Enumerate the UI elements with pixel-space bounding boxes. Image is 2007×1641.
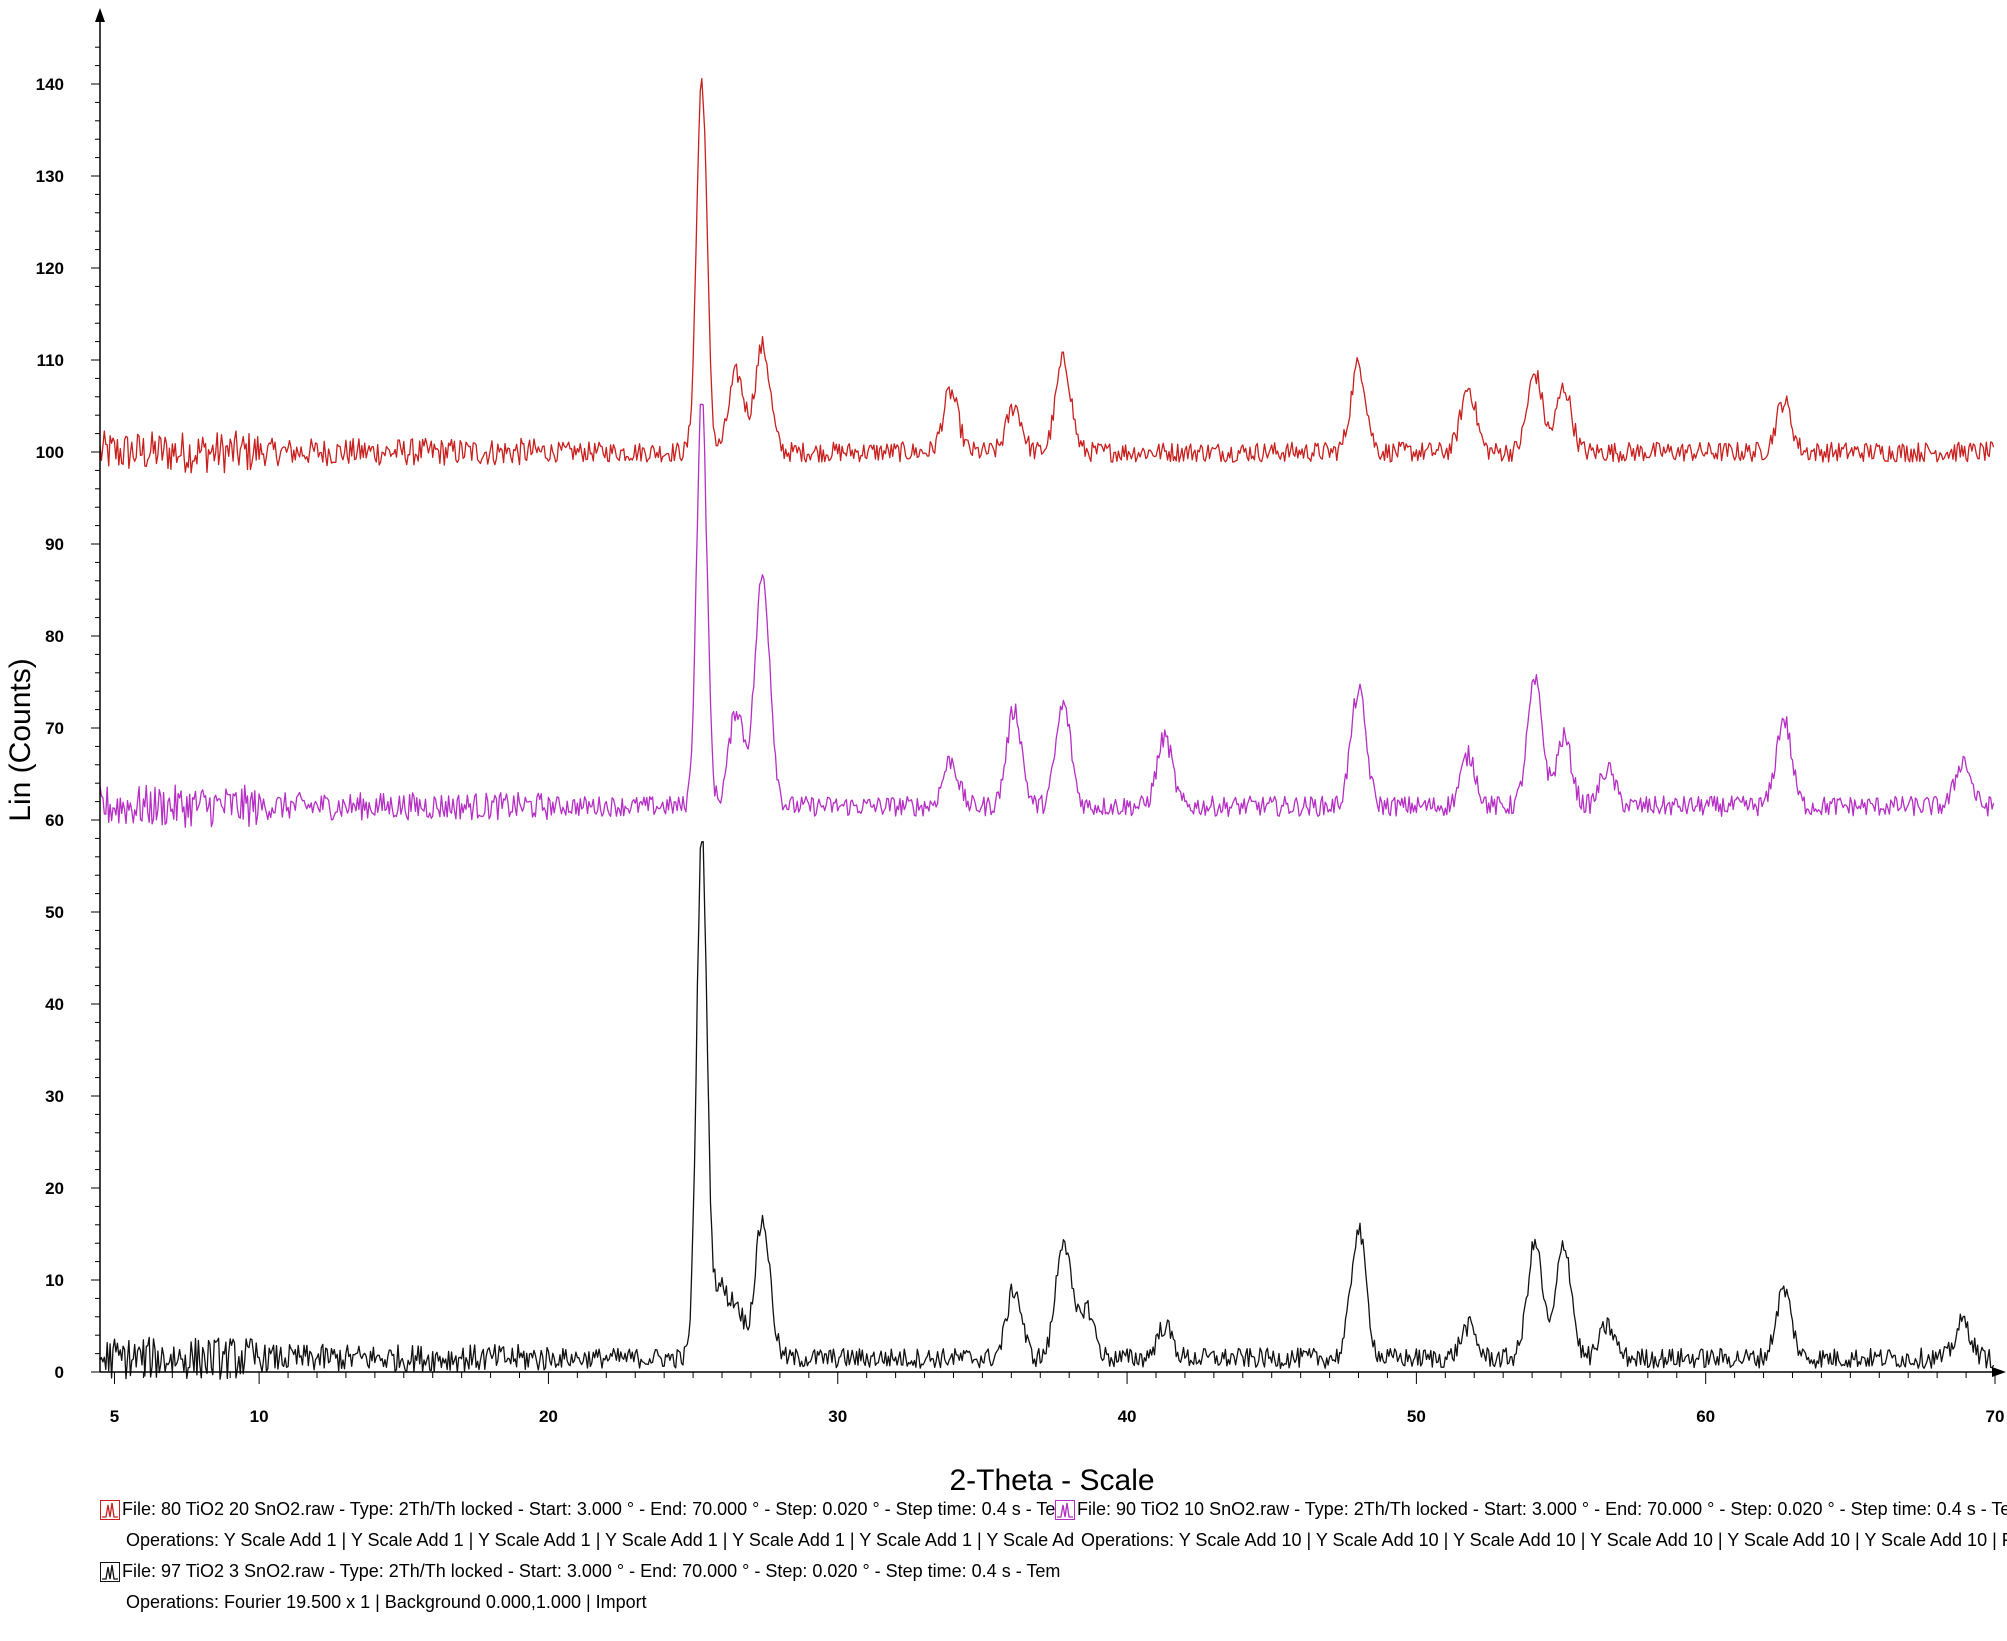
legend-magenta-line2: Operations: Y Scale Add 10 | Y Scale Add… xyxy=(1081,1530,2007,1550)
series-layer xyxy=(99,78,1995,1380)
x-tick-label: 5 xyxy=(110,1407,119,1426)
y-tick-label: 140 xyxy=(36,75,64,94)
legend-left: File: 80 TiO2 20 SnO2.raw - Type: 2Th/Th… xyxy=(100,1494,1074,1618)
y-tick-label: 130 xyxy=(36,167,64,186)
black-peak-icon xyxy=(100,1561,120,1582)
red-peak-icon xyxy=(100,1499,120,1520)
x-axis-arrow xyxy=(1992,1367,2006,1377)
legend-magenta-line1: File: 90 TiO2 10 SnO2.raw - Type: 2Th/Th… xyxy=(1077,1499,2007,1519)
legend-red-line2: Operations: Y Scale Add 1 | Y Scale Add … xyxy=(126,1530,1075,1550)
series-line-2 xyxy=(99,403,1995,828)
legend-red-operations: Operations: Y Scale Add 1 | Y Scale Add … xyxy=(100,1525,1074,1556)
y-tick-label: 60 xyxy=(45,811,64,830)
x-tick-label: 40 xyxy=(1118,1407,1137,1426)
legend-red-line1: File: 80 TiO2 20 SnO2.raw - Type: 2Th/Th… xyxy=(122,1499,1056,1519)
legend-magenta-operations: Operations: Y Scale Add 10 | Y Scale Add… xyxy=(1055,1525,2007,1556)
legend-entry-magenta: File: 90 TiO2 10 SnO2.raw - Type: 2Th/Th… xyxy=(1055,1494,2007,1525)
x-tick-label: 60 xyxy=(1696,1407,1715,1426)
y-tick-label: 100 xyxy=(36,443,64,462)
y-tick-label: 50 xyxy=(45,903,64,922)
y-tick-label: 110 xyxy=(37,351,64,370)
y-tick-label: 80 xyxy=(45,627,64,646)
series-line-1 xyxy=(99,78,1995,474)
y-tick-label: 120 xyxy=(36,259,64,278)
y-tick-label: 90 xyxy=(45,535,64,554)
y-axis-title: Lin (Counts) xyxy=(4,658,37,821)
x-axis-title: 2-Theta - Scale xyxy=(949,1464,1154,1497)
x-tick-label: 50 xyxy=(1407,1407,1426,1426)
legend-black-operations: Operations: Fourier 19.500 x 1 | Backgro… xyxy=(100,1587,1074,1618)
axes-layer: 0 10 20 30 40 50 60 70 80 90 100 110 120 130 140 5 10 20 3… xyxy=(36,8,2006,1426)
y-tick-label: 10 xyxy=(45,1271,64,1290)
y-axis-arrow xyxy=(95,8,105,22)
y-tick-label: 40 xyxy=(45,995,64,1014)
x-tick-label: 70 xyxy=(1986,1407,2005,1426)
legend-black-line1: File: 97 TiO2 3 SnO2.raw - Type: 2Th/Th … xyxy=(122,1561,1061,1581)
x-tick-label: 20 xyxy=(539,1407,558,1426)
x-tick-label: 30 xyxy=(828,1407,847,1426)
legend-entry-red: File: 80 TiO2 20 SnO2.raw - Type: 2Th/Th… xyxy=(100,1494,1074,1525)
y-tick-label: 30 xyxy=(45,1087,64,1106)
legend-black-line2: Operations: Fourier 19.500 x 1 | Backgro… xyxy=(126,1592,647,1612)
x-tick-label: 10 xyxy=(250,1407,269,1426)
series-line-3 xyxy=(99,841,1995,1380)
legend-right: File: 90 TiO2 10 SnO2.raw - Type: 2Th/Th… xyxy=(1055,1494,2007,1556)
magenta-peak-icon xyxy=(1055,1499,1075,1520)
y-tick-label: 20 xyxy=(45,1179,64,1198)
y-tick-label: 70 xyxy=(45,719,64,738)
legend-entry-black: File: 97 TiO2 3 SnO2.raw - Type: 2Th/Th … xyxy=(100,1556,1074,1587)
y-tick-label: 0 xyxy=(55,1363,64,1382)
